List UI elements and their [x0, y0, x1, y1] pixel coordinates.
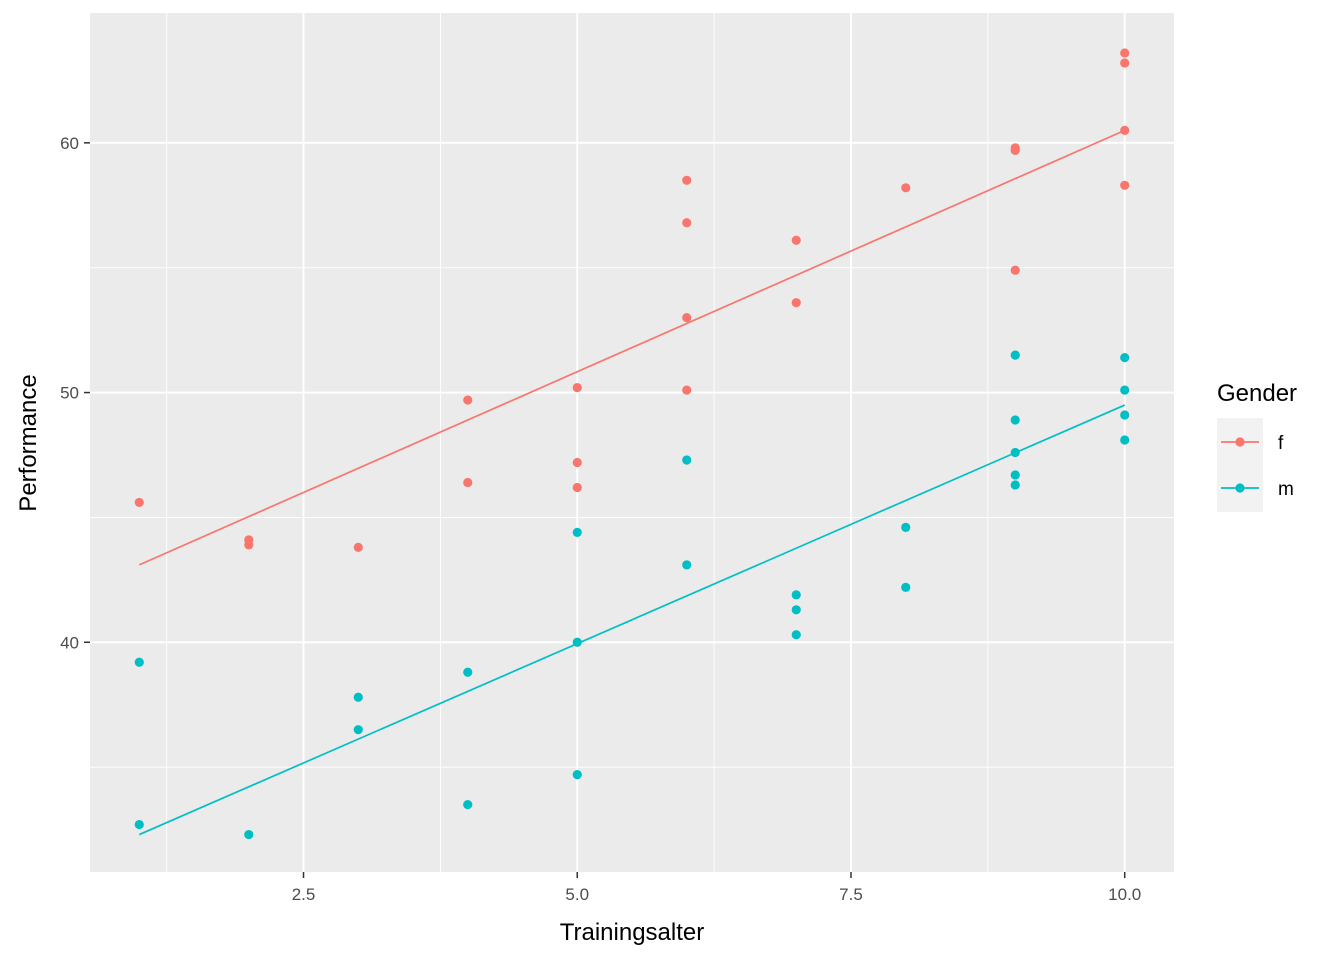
x-tick-label: 5.0: [565, 885, 589, 904]
data-point-f: [1120, 180, 1130, 190]
data-point-m: [791, 630, 801, 640]
data-point-m: [572, 527, 582, 537]
data-point-m: [1120, 385, 1130, 395]
data-point-m: [901, 522, 911, 533]
legend: Gender f m: [1217, 380, 1297, 512]
plot-panel: [90, 13, 1174, 872]
data-point-m: [1120, 352, 1130, 363]
legend-title: Gender: [1217, 380, 1297, 407]
data-point-m: [1010, 470, 1020, 480]
x-axis-title: Trainingsalter: [560, 919, 705, 946]
data-point-m: [1010, 350, 1020, 360]
data-point-f: [1120, 58, 1130, 68]
data-point-f: [791, 298, 801, 308]
data-point-m: [244, 829, 254, 840]
x-tick-labels: 2.5 5.0 7.5 10.0: [292, 885, 1142, 904]
data-point-m: [353, 692, 363, 702]
data-point-m: [1010, 447, 1020, 458]
data-point-m: [134, 819, 144, 830]
data-point-f: [791, 235, 801, 245]
x-tick-label: 2.5: [292, 885, 316, 904]
axis-ticks: [84, 142, 1126, 878]
data-point-m: [791, 590, 801, 600]
data-point-f: [572, 457, 582, 468]
legend-key-point-f: [1235, 437, 1245, 447]
legend-key-background: [1217, 418, 1263, 512]
data-point-m: [682, 455, 692, 465]
y-tick-labels: 40 50 60: [60, 134, 79, 652]
data-point-m: [134, 657, 144, 667]
x-tick-label: 7.5: [839, 885, 863, 904]
y-tick-label: 60: [60, 134, 79, 153]
legend-key-point-m: [1235, 483, 1245, 493]
data-point-f: [1010, 145, 1020, 155]
data-point-m: [463, 799, 473, 810]
data-point-f: [1010, 265, 1020, 275]
data-point-m: [572, 770, 582, 780]
data-point-f: [463, 477, 473, 488]
data-point-m: [1120, 435, 1130, 445]
data-point-f: [682, 218, 692, 228]
data-points: [134, 48, 1130, 840]
data-point-m: [1010, 415, 1020, 425]
data-point-f: [463, 395, 473, 405]
legend-label-m: m: [1278, 479, 1294, 500]
data-point-m: [353, 725, 363, 735]
data-point-f: [572, 482, 582, 493]
major-grid: [90, 13, 1174, 872]
data-point-f: [1120, 125, 1130, 135]
data-point-m: [572, 637, 582, 647]
data-point-m: [901, 582, 911, 592]
data-point-m: [1120, 410, 1130, 420]
data-point-m: [682, 560, 692, 570]
legend-label-f: f: [1278, 433, 1284, 454]
data-point-m: [791, 605, 801, 615]
data-point-f: [1120, 48, 1130, 58]
data-point-m: [1010, 480, 1020, 490]
fit-line-f: [138, 129, 1126, 566]
data-point-f: [682, 385, 692, 395]
data-point-f: [901, 183, 911, 193]
y-tick-label: 50: [60, 384, 79, 403]
data-point-f: [682, 175, 692, 185]
fit-lines: [138, 129, 1126, 836]
y-axis-title: Performance: [15, 374, 42, 511]
data-point-f: [244, 540, 254, 550]
data-point-m: [463, 667, 473, 677]
data-point-f: [134, 497, 144, 508]
data-point-f: [572, 382, 582, 393]
y-tick-label: 40: [60, 633, 79, 652]
x-tick-label: 10.0: [1108, 885, 1141, 904]
minor-grid: [90, 13, 1174, 872]
data-point-f: [353, 542, 363, 552]
data-point-f: [682, 313, 692, 323]
fit-line-m: [138, 404, 1126, 836]
